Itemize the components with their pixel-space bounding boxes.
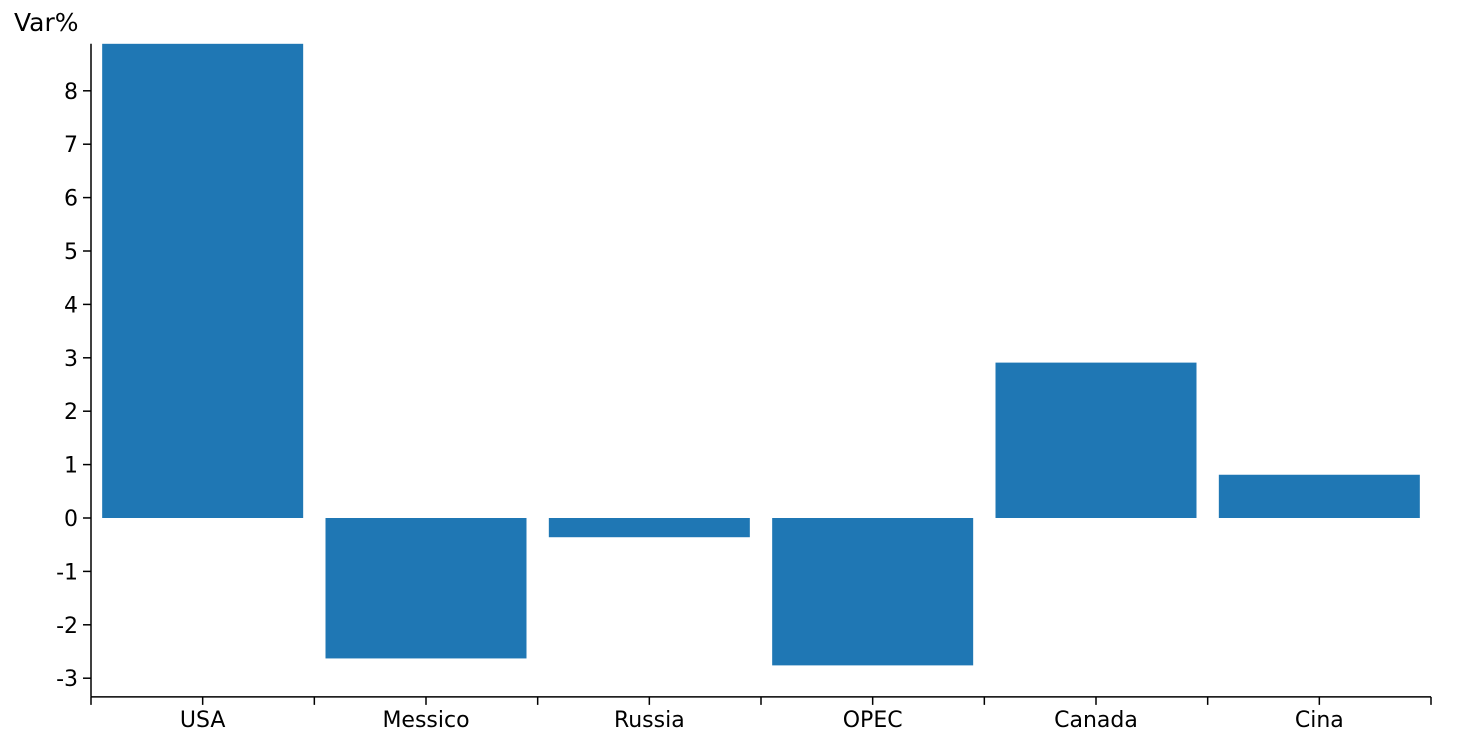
- bar-russia: [548, 518, 750, 538]
- y-axis-label: Var%: [14, 8, 79, 37]
- bar-cina: [1218, 474, 1420, 518]
- bar-messico: [325, 518, 527, 659]
- y-tick-label: 3: [64, 347, 78, 372]
- y-tick-label: 0: [64, 507, 78, 532]
- x-tick-label: Russia: [614, 708, 685, 733]
- bars: [102, 43, 1420, 666]
- x-tick-label: Cina: [1295, 708, 1344, 733]
- y-tick-label: 4: [64, 293, 78, 318]
- y-tick-label: -1: [56, 560, 78, 585]
- y-tick-label: 1: [64, 454, 78, 479]
- y-tick-label: 2: [64, 400, 78, 425]
- y-tick-label: 6: [64, 187, 78, 212]
- x-tick-label: USA: [180, 708, 226, 733]
- x-tick-label: Messico: [382, 708, 469, 733]
- y-tick-label: 7: [64, 133, 78, 158]
- bar-usa: [102, 43, 304, 519]
- x-tick-label: OPEC: [843, 708, 903, 733]
- bar-opec: [772, 518, 974, 666]
- x-tick-label: Canada: [1054, 708, 1138, 733]
- y-tick-label: -3: [56, 667, 78, 692]
- y-tick-label: 5: [64, 240, 78, 265]
- y-axis: -3 -2 -1 0 1 2 3 4 5 6 7 8: [56, 43, 92, 697]
- bar-canada: [995, 362, 1197, 518]
- y-tick-label: 8: [64, 80, 78, 105]
- x-axis: USA Messico Russia OPEC Canada Cina: [90, 696, 1432, 733]
- y-tick-label: -2: [56, 614, 78, 639]
